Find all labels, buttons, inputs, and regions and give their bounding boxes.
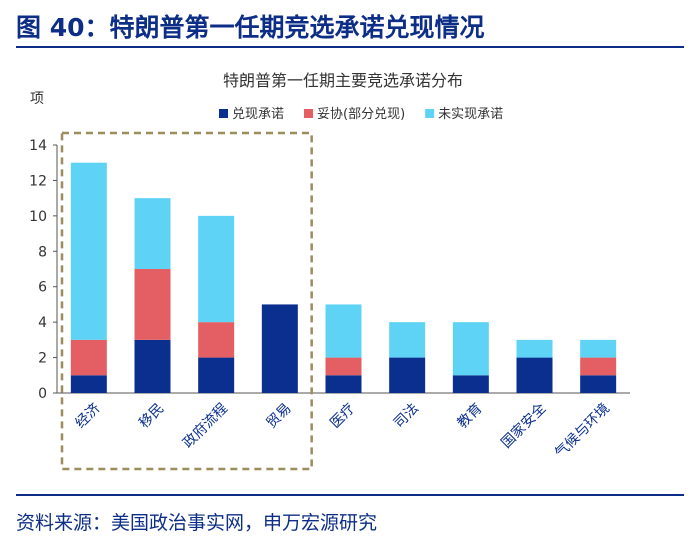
figure-title: 图 40：特朗普第一任期竞选承诺兑现情况 [16,13,485,42]
chart-title: 特朗普第一任期主要竞选承诺分布 [223,71,463,90]
x-tick-label: 司法 [391,401,422,432]
x-tick-label: 医疗 [327,401,358,432]
bar-segment [198,215,235,323]
bar-segment [134,339,171,393]
bar-segment [389,322,426,358]
x-tick-label: 贸易 [264,401,295,432]
bar-segment [516,339,553,358]
y-tick-label: 14 [29,138,47,154]
x-tick-label: 教育 [455,401,486,432]
bar-segment [70,339,107,376]
y-axis-label: 项 [30,91,44,107]
bar-segment [580,357,617,376]
bar-segment [70,162,107,340]
y-tick-label: 4 [38,315,47,331]
legend-label: 兑现承诺 [232,107,284,122]
x-tick-label: 经济 [73,401,104,432]
legend-swatch [219,109,228,118]
x-tick-label: 政府流程 [180,401,231,452]
source-rule [16,494,684,496]
bar-segment [325,357,362,376]
bar-segment [261,304,298,393]
bar-segment [452,322,489,376]
bar-segment [198,357,235,393]
bar-segment [580,339,617,358]
y-tick-label: 12 [29,173,47,189]
legend-label: 未实现承诺 [438,107,503,122]
bar-segment [325,375,362,393]
bar-segment [580,375,617,393]
bar-segment [325,304,362,358]
title-rule [16,46,684,48]
bar-segment [389,357,426,393]
bar-segment [198,322,235,358]
legend-swatch [425,109,435,118]
bar-segment [134,198,171,269]
y-tick-label: 6 [38,280,47,296]
bar-segment [70,375,107,393]
bar-segment [134,269,171,340]
source-note: 资料来源：美国政治事实网，申万宏源研究 [16,512,378,534]
y-tick-label: 8 [38,244,47,260]
y-tick-label: 10 [29,209,47,225]
highlight-box [60,131,313,471]
x-tick-label: 气候与环境 [552,401,613,462]
y-tick-label: 0 [38,386,47,402]
legend-label: 妥协(部分兑现) [317,107,405,122]
x-tick-label: 移民 [136,401,167,432]
x-tick-label: 国家安全 [498,400,550,452]
bar-segment [452,375,489,393]
bar-segment [516,357,553,393]
y-tick-label: 2 [38,351,47,367]
legend-swatch [304,109,314,118]
